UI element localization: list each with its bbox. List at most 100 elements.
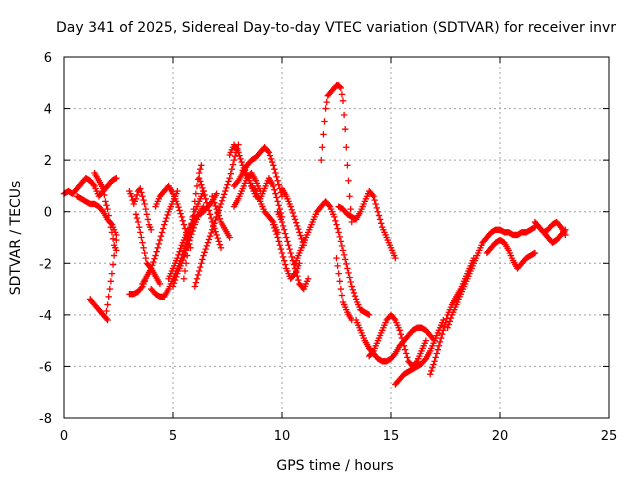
data-point (138, 189, 145, 196)
x-tick-label: 25 (601, 429, 618, 444)
data-point (182, 260, 190, 267)
data-point (164, 211, 171, 219)
data-point (376, 216, 384, 223)
data-point (190, 224, 197, 232)
data-point (270, 182, 277, 190)
data-point (174, 200, 181, 208)
data-point (278, 249, 286, 257)
data-point (336, 278, 343, 285)
data-point (336, 233, 343, 241)
data-point (296, 229, 303, 236)
data-point (215, 238, 222, 245)
data-point (204, 239, 212, 246)
data-point (437, 334, 445, 342)
data-point (334, 262, 341, 270)
data-point (156, 280, 164, 288)
data-point (200, 252, 207, 259)
data-point (212, 216, 219, 224)
data-point (277, 245, 285, 253)
data-point (272, 227, 279, 235)
data-point (174, 254, 181, 262)
data-point (177, 210, 184, 217)
data-point (206, 211, 214, 218)
data-point (399, 338, 407, 346)
data-point (175, 204, 182, 211)
data-point (227, 170, 234, 177)
data-point (282, 230, 289, 237)
series-arc-01 (60, 174, 120, 200)
data-point (290, 261, 298, 268)
data-point (274, 177, 281, 184)
data-point (113, 236, 120, 244)
data-point (105, 212, 112, 219)
data-point (202, 245, 209, 253)
data-point (217, 244, 225, 252)
data-point (218, 197, 226, 204)
data-point (197, 165, 204, 173)
data-point (104, 301, 111, 308)
data-point (157, 233, 165, 240)
data-point (338, 91, 346, 98)
data-point (199, 184, 206, 192)
data-point (155, 240, 163, 248)
data-point (229, 161, 237, 168)
data-point (235, 149, 242, 156)
data-point (284, 238, 291, 245)
data-point (149, 262, 156, 269)
data-point (163, 214, 170, 222)
data-point (198, 162, 205, 169)
data-point (270, 162, 277, 169)
data-point (223, 184, 230, 192)
data-point (183, 252, 191, 259)
data-point (190, 205, 197, 213)
data-point (275, 238, 282, 245)
x-tick-label: 0 (60, 429, 68, 444)
data-point (193, 182, 201, 190)
data-point (162, 218, 169, 225)
data-point (195, 174, 203, 182)
data-point (242, 171, 250, 178)
data-point (421, 356, 428, 364)
data-point (238, 158, 245, 166)
data-point (366, 311, 373, 319)
data-point (100, 185, 107, 192)
data-point (206, 233, 214, 240)
data-point (351, 292, 359, 300)
data-point (377, 220, 385, 227)
data-point (403, 350, 410, 357)
data-point (158, 229, 166, 236)
series-arc-25 (291, 198, 373, 319)
data-point (343, 260, 350, 268)
data-point (113, 174, 120, 182)
data-point (221, 191, 228, 198)
data-point (335, 270, 342, 277)
data-point (211, 220, 218, 227)
data-point (197, 178, 204, 185)
data-point (333, 254, 340, 262)
y-axis-label: SDTVAR / TECUs (8, 181, 24, 296)
series-arc-34 (483, 236, 539, 272)
data-point (339, 247, 347, 254)
series-arc-35 (536, 223, 569, 246)
data-point (290, 271, 298, 279)
data-point (436, 338, 444, 346)
data-point (334, 225, 341, 232)
data-point (237, 155, 244, 163)
data-point (180, 275, 188, 282)
data-point (214, 234, 221, 242)
chart-title: Day 341 of 2025, Sidereal Day-to-day VTE… (56, 20, 616, 36)
data-point (132, 211, 140, 218)
series-arc-22 (274, 208, 312, 293)
data-point (156, 236, 164, 244)
data-point (279, 222, 287, 230)
data-point (288, 206, 296, 213)
data-point (291, 216, 299, 223)
series-arc-04 (102, 236, 120, 321)
data-point (280, 257, 288, 264)
data-point (128, 193, 135, 200)
data-point (207, 229, 215, 237)
data-point (219, 194, 227, 201)
data-point (289, 209, 297, 217)
data-point (331, 213, 338, 221)
data-point (189, 213, 196, 221)
